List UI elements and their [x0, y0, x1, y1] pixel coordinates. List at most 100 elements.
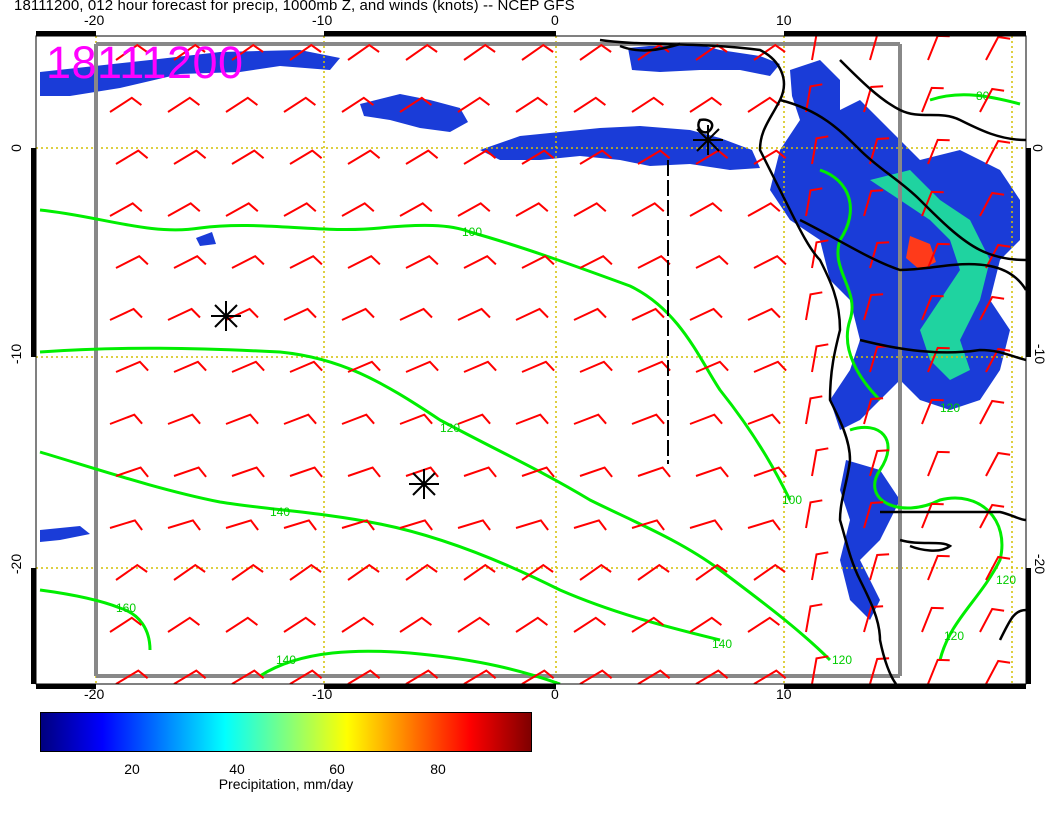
wind-barb: [573, 519, 607, 531]
wind-barb: [109, 202, 143, 217]
wind-barb: [405, 254, 439, 269]
wind-barb: [921, 398, 944, 425]
wind-barb: [173, 149, 207, 165]
wind-barb: [399, 616, 433, 633]
border-6: [998, 608, 1026, 641]
wind-barb: [231, 360, 265, 373]
wind-barb: [869, 449, 890, 477]
wind-barb: [985, 347, 1011, 373]
wind-barb: [927, 138, 950, 165]
precip-area-nw: [40, 50, 340, 96]
coastline-main: [599, 38, 898, 684]
wind-barb: [289, 669, 323, 684]
wind-barb: [347, 669, 381, 684]
wind-barb: [985, 243, 1011, 269]
date-stamp: 18111200: [46, 37, 244, 88]
wind-barb: [521, 43, 554, 61]
lat-label-left: 0: [7, 144, 24, 152]
wind-barb: [521, 149, 555, 165]
wind-barb: [463, 466, 497, 478]
wind-barb: [347, 466, 381, 478]
wind-barb: [109, 307, 143, 321]
wind-barb: [805, 499, 823, 529]
wind-barb: [289, 360, 323, 373]
wind-barb: [167, 519, 201, 531]
contour-label-120e: 120: [940, 401, 960, 415]
wind-barb: [231, 466, 265, 478]
wind-barb: [753, 360, 787, 373]
wind-barb: [811, 343, 829, 373]
wind-barb: [689, 307, 723, 321]
wind-barb: [921, 190, 944, 217]
wind-barb: [927, 450, 950, 477]
wind-barb: [863, 397, 884, 425]
wind-barb: [109, 519, 143, 531]
wind-barb: [985, 451, 1011, 477]
wind-barb: [399, 202, 433, 217]
lon-label-top: 0: [551, 12, 559, 28]
lon-label-bottom: -20: [84, 686, 105, 702]
wind-barb: [747, 202, 781, 217]
wind-barb: [289, 43, 322, 61]
lat-label-right: 0: [1029, 144, 1046, 152]
wind-barb: [457, 616, 491, 633]
wind-barb: [695, 360, 729, 373]
colorbar-tick: 40: [229, 761, 245, 777]
wind-barb: [167, 202, 201, 217]
contour-120: [39, 346, 832, 662]
wind-barb: [515, 616, 549, 633]
contour-east-80: [929, 93, 1021, 106]
wind-barb: [347, 43, 380, 61]
wind-barb: [979, 607, 1005, 633]
contour-160: [39, 588, 152, 651]
wind-barb: [689, 413, 723, 425]
contour-label-140b: 140: [712, 637, 732, 651]
wind-barb: [805, 395, 823, 425]
wind-barb: [115, 43, 148, 61]
wind-barb: [457, 519, 491, 531]
map-title: 18111200, 012 hour forecast for precip, …: [14, 0, 575, 14]
wind-barb: [573, 202, 607, 217]
wind-barb: [231, 43, 264, 61]
wind-barb: [985, 555, 1011, 581]
wind-barb: [231, 149, 265, 165]
island-1: [697, 118, 714, 134]
precip-colorbar: [40, 712, 532, 752]
wind-barb: [863, 189, 884, 217]
wind-barb: [109, 616, 143, 633]
wind-barb: [689, 616, 723, 633]
precip-area-equator: [360, 94, 468, 132]
contour-label-140c: 140: [276, 653, 296, 667]
wind-barb: [863, 501, 884, 529]
border-3: [859, 338, 1026, 362]
wind-barb: [579, 360, 613, 373]
wind-barb: [689, 202, 723, 217]
wind-barb: [115, 669, 149, 684]
wind-barb: [573, 616, 607, 633]
precipitation-field: [40, 42, 1020, 620]
wind-barb: [399, 519, 433, 531]
contour-label-100b: 100: [782, 493, 802, 507]
wind-barb: [753, 466, 787, 478]
wind-barb: [695, 563, 728, 581]
wind-barb: [573, 96, 607, 113]
contour-label-160: 160: [116, 601, 136, 615]
forecast-map: 100 120 140 160 100 140 120 140 80 120 1…: [31, 31, 1031, 689]
contour-140: [39, 450, 721, 642]
wind-barb: [637, 669, 671, 684]
wind-barb: [283, 202, 317, 217]
wind-barb: [347, 254, 381, 269]
wind-barb: [805, 187, 823, 217]
wind-barb: [747, 616, 781, 633]
wind-barb: [283, 413, 317, 425]
wind-barb: [753, 254, 787, 269]
colorbar-gradient: [41, 713, 531, 751]
precip-area-small: [196, 232, 216, 246]
wind-barb: [753, 43, 786, 61]
wind-barb: [515, 413, 549, 425]
wind-barb: [805, 83, 823, 113]
wind-barb: [921, 86, 944, 113]
wind-barb: [927, 242, 950, 269]
wind-barb: [463, 669, 497, 684]
wind-barb: [405, 563, 438, 581]
